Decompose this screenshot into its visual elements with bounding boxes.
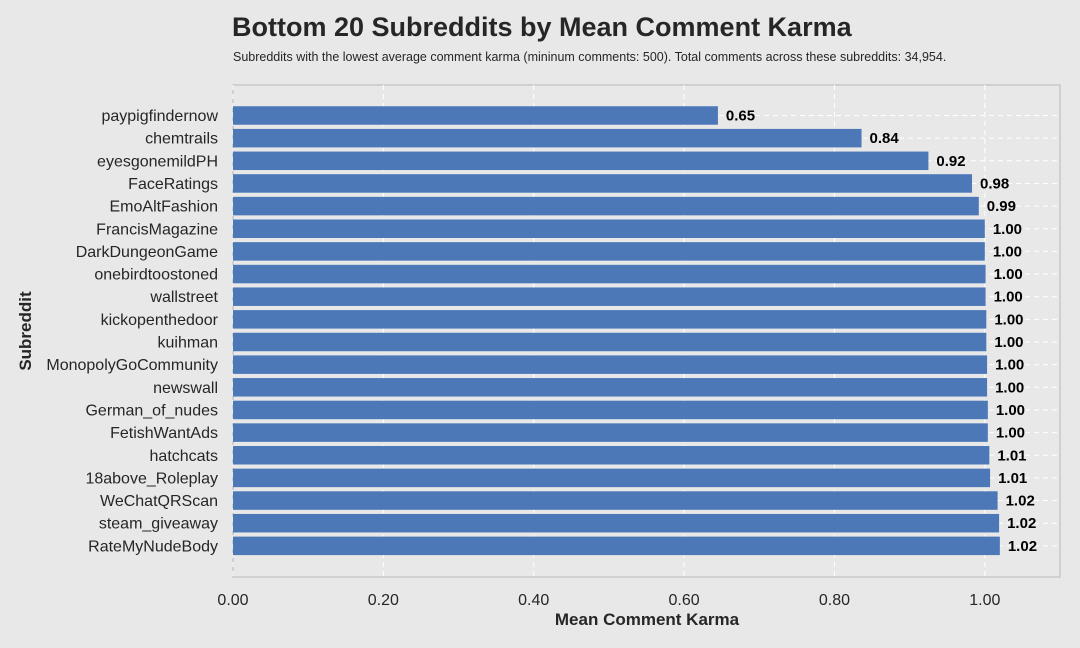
data-label: 0.92 — [936, 153, 965, 170]
bar — [233, 513, 1000, 533]
category-label: FrancisMagazine — [96, 221, 218, 238]
bar — [233, 106, 718, 125]
category-label: WeChatQRScan — [100, 493, 218, 510]
data-label: 1.02 — [1007, 515, 1036, 532]
bar — [233, 400, 988, 420]
bar — [233, 196, 979, 216]
x-tick-label: 0.20 — [368, 592, 399, 609]
bar — [233, 536, 1000, 556]
data-label: 0.99 — [987, 198, 1016, 215]
data-label: 0.98 — [980, 175, 1009, 192]
bar — [233, 446, 990, 465]
x-tick-label: 0.40 — [518, 592, 549, 609]
bar — [233, 423, 988, 442]
data-label: 1.00 — [994, 266, 1023, 283]
x-tick-label: 0.00 — [217, 592, 248, 609]
data-label: 1.02 — [1008, 538, 1037, 555]
data-label: 1.00 — [994, 334, 1023, 351]
category-label: RateMyNudeBody — [88, 538, 218, 555]
bar — [233, 491, 998, 510]
category-label: kickopenthedoor — [101, 312, 219, 329]
category-label: EmoAltFashion — [110, 199, 219, 216]
bar — [233, 355, 988, 374]
category-label: newswall — [153, 380, 218, 397]
category-label: DarkDungeonGame — [76, 244, 218, 261]
bar — [233, 468, 991, 488]
data-label: 1.01 — [997, 447, 1026, 464]
category-label: German_of_nudes — [85, 402, 218, 419]
category-label: FetishWantAds — [110, 425, 218, 442]
data-label: 1.00 — [994, 311, 1023, 328]
category-label: kuihman — [158, 335, 218, 352]
bar — [233, 219, 985, 238]
data-label: 1.00 — [994, 289, 1023, 306]
category-label: steam_giveaway — [99, 516, 218, 533]
data-label: 1.02 — [1006, 493, 1035, 510]
category-label: FaceRatings — [128, 176, 218, 193]
category-label: 18above_Roleplay — [85, 470, 218, 487]
bar — [233, 332, 987, 352]
bar — [233, 264, 986, 284]
data-label: 0.65 — [726, 108, 755, 125]
category-label: wallstreet — [149, 289, 218, 306]
x-tick-label: 0.80 — [819, 592, 850, 609]
bar — [233, 128, 862, 148]
x-axis-title: Mean Comment Karma — [555, 610, 740, 629]
y-axis-title: Subreddit — [16, 291, 35, 371]
category-label: paypigfindernow — [101, 108, 218, 125]
data-label: 1.00 — [996, 425, 1025, 442]
bars — [233, 106, 1000, 556]
data-label: 1.00 — [996, 402, 1025, 419]
category-labels: paypigfindernow chemtrails eyesgonemildPH F… — [46, 108, 218, 555]
data-label: 1.00 — [995, 357, 1024, 374]
value-labels: 0.65 0.84 0.92 0.98 0.99 1.00 1.00 1.00 1.00 1.00… — [726, 108, 1037, 555]
data-label: 0.84 — [870, 130, 900, 147]
chart-subtitle: Subreddits with the lowest average comme… — [233, 50, 947, 64]
bar — [233, 378, 988, 397]
bar — [233, 242, 985, 261]
category-label: hatchcats — [150, 448, 218, 465]
x-tick-labels: 0.00 0.20 0.40 0.60 0.80 1.00 — [217, 592, 1000, 609]
category-label: onebirdtoostoned — [94, 267, 218, 284]
data-label: 1.00 — [993, 221, 1022, 238]
bar — [233, 287, 986, 306]
bar — [233, 174, 973, 193]
data-label: 1.01 — [998, 470, 1027, 487]
x-tick-label: 0.60 — [669, 592, 700, 609]
category-label: eyesgonemildPH — [97, 153, 218, 170]
category-label: MonopolyGoCommunity — [46, 357, 218, 374]
data-label: 1.00 — [993, 243, 1022, 260]
x-tick-label: 1.00 — [969, 592, 1000, 609]
bar — [233, 310, 987, 329]
category-label: chemtrails — [145, 131, 218, 148]
data-label: 1.00 — [995, 379, 1024, 396]
bar — [233, 151, 929, 171]
chart-title: Bottom 20 Subreddits by Mean Comment Kar… — [232, 12, 852, 42]
